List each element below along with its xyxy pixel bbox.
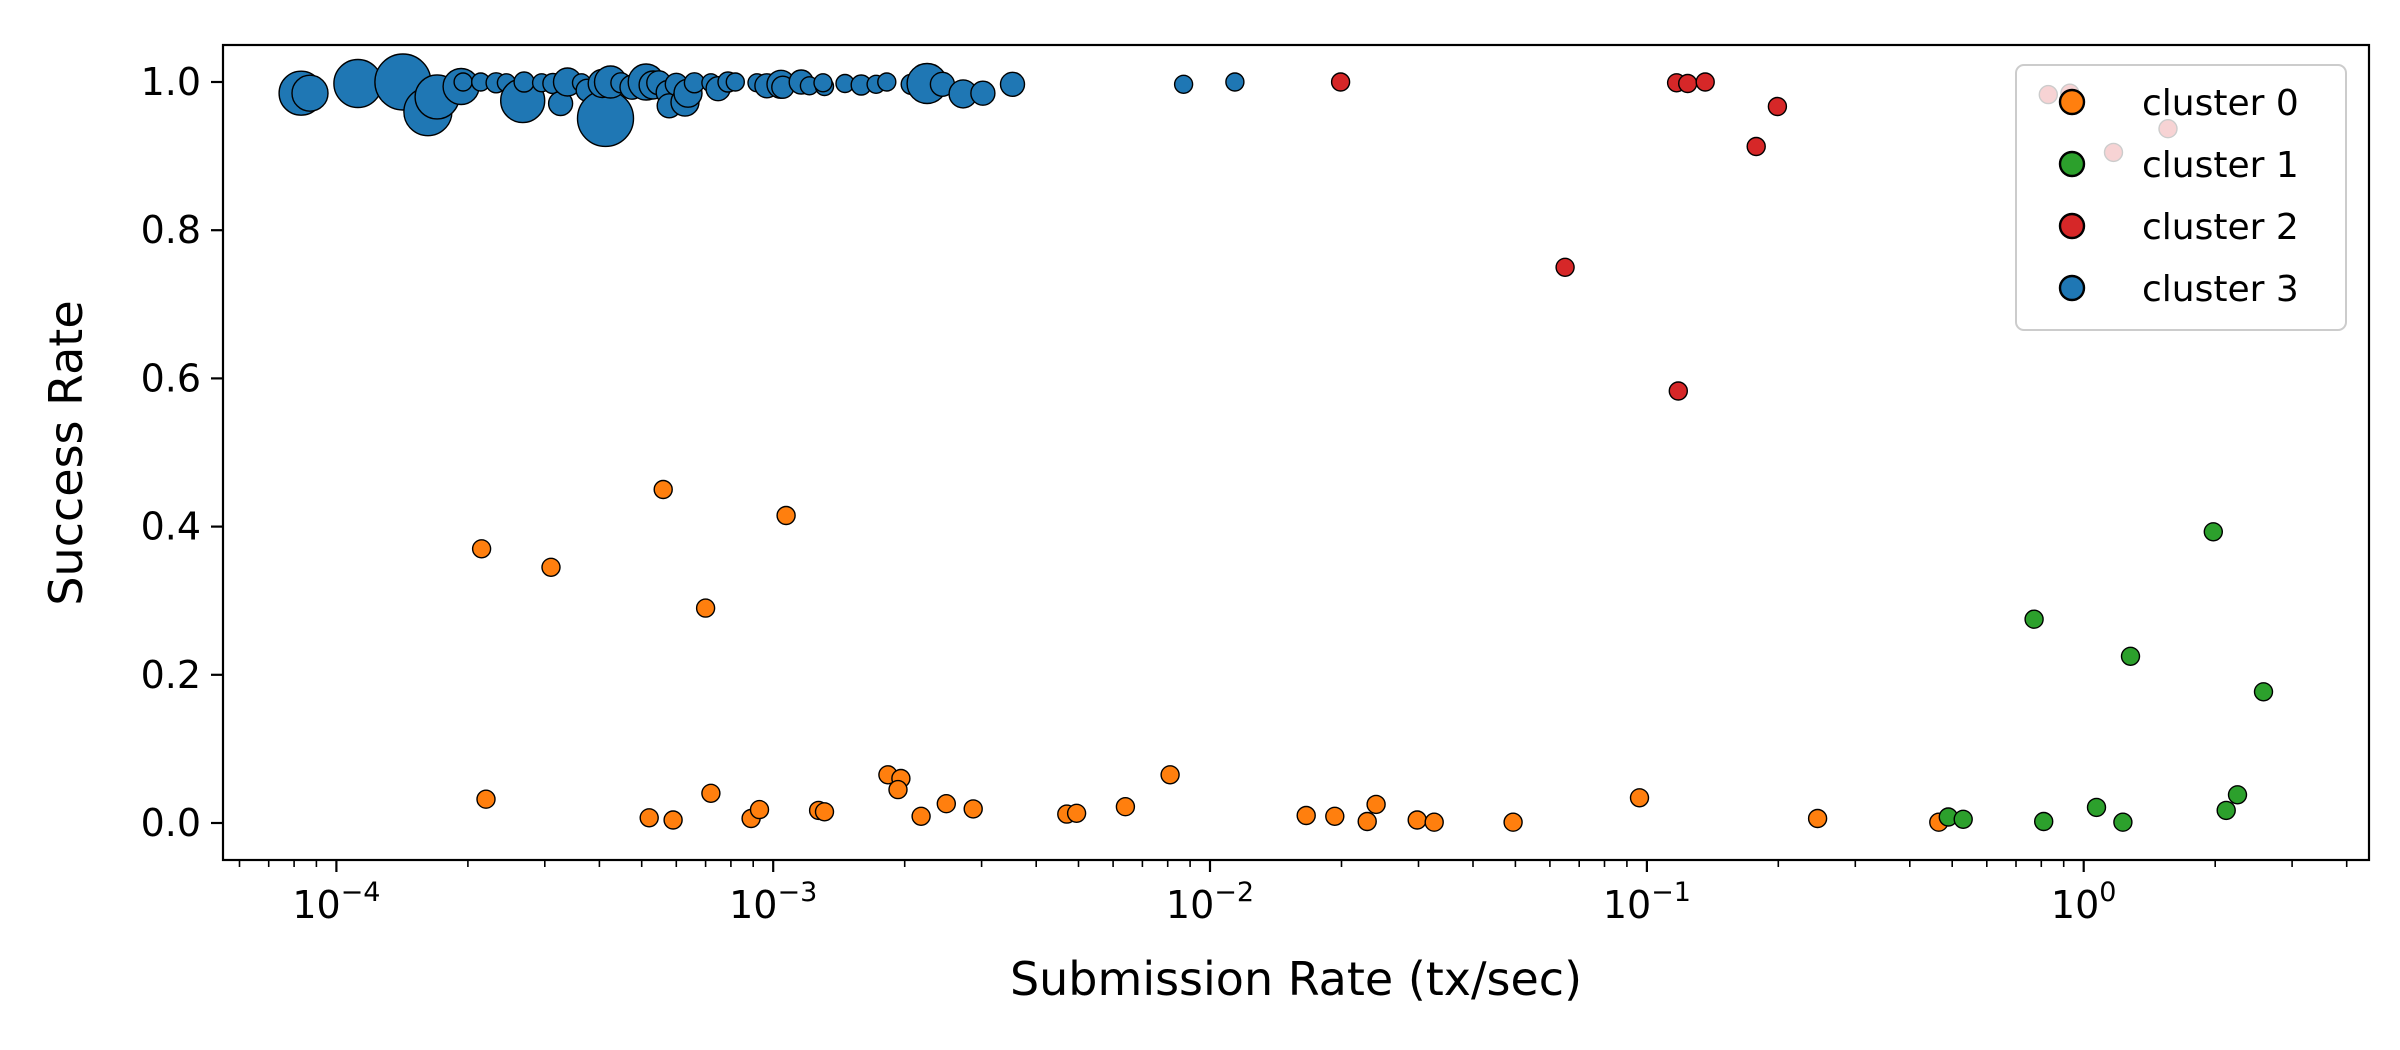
x-tick-label: 10−2	[1166, 877, 1254, 927]
cluster-0-point-30	[1629, 788, 1650, 808]
cluster-1-point-4	[2086, 797, 2107, 818]
cluster-0-point-15	[888, 779, 908, 800]
cluster-0-point-10	[749, 799, 770, 820]
cluster-0-point-18	[963, 799, 983, 819]
cluster-0-point-27	[1407, 810, 1427, 830]
legend-box	[2015, 64, 2347, 331]
cluster-3-point-49	[877, 72, 897, 92]
cluster-1-point-2	[2024, 609, 2044, 629]
cluster-0-point-16	[911, 806, 931, 826]
cluster-2-point-5	[1668, 381, 1689, 401]
cluster-1-point-9	[2227, 785, 2248, 805]
cluster-0-point-22	[1160, 765, 1180, 785]
x-tick-label: 10−4	[292, 877, 380, 927]
cluster-0-point-26	[1366, 794, 1386, 815]
cluster-3-point-7	[453, 72, 473, 92]
cluster-1-point-1	[1953, 809, 1973, 829]
cluster-0-point-17	[936, 794, 956, 814]
cluster-0-point-3	[776, 505, 796, 526]
legend-marker-cluster-2	[2058, 212, 2086, 240]
points-layer	[278, 53, 2274, 832]
cluster-1-point-6	[2120, 646, 2141, 666]
cluster-3-point-12	[513, 71, 535, 93]
cluster-0-point-23	[1296, 805, 1316, 826]
cluster-0-point-8	[701, 783, 721, 803]
y-tick-label: 1.0	[141, 60, 201, 104]
cluster-2-point-3	[1677, 73, 1698, 94]
cluster-0-point-4	[695, 598, 716, 618]
cluster-3-point-56	[1173, 74, 1194, 95]
cluster-0-point-29	[1503, 812, 1523, 832]
cluster-2-point-6	[1746, 136, 1766, 157]
cluster-0-point-28	[1424, 812, 1444, 832]
y-axis-title: Success Rate	[39, 300, 93, 605]
x-axis: 10−4 10−3 10−2 10−1 100	[238, 860, 2348, 927]
x-tick-label: 10−1	[1603, 877, 1691, 927]
legend-marker-cluster-3	[2058, 274, 2086, 302]
x-axis-title: Submission Rate (tx/sec)	[1010, 952, 1582, 1006]
cluster-0-point-2	[653, 479, 673, 500]
cluster-0-point-21	[1115, 797, 1136, 817]
cluster-3-point-37	[725, 72, 745, 92]
cluster-3-point-45	[813, 73, 833, 93]
cluster-3-point-19	[576, 89, 635, 148]
y-tick-label: 0.6	[141, 356, 201, 400]
cluster-1-point-7	[2203, 522, 2224, 542]
x-tick-label: 10−3	[729, 877, 817, 927]
cluster-1-point-3	[2033, 811, 2054, 832]
y-tick-label: 0.2	[141, 653, 201, 697]
cluster-1-point-8	[2216, 800, 2236, 821]
cluster-0-point-0	[471, 539, 492, 559]
cluster-0-point-5	[476, 789, 496, 809]
cluster-0-point-6	[639, 808, 659, 828]
legend-label-cluster-2: cluster 2	[2142, 207, 2299, 248]
legend-label-cluster-3: cluster 3	[2142, 269, 2299, 310]
cluster-1-point-5	[2113, 812, 2133, 832]
cluster-1-point-10	[2253, 682, 2274, 702]
legend-label-cluster-0: cluster 0	[2142, 83, 2299, 124]
cluster-3-point-1	[291, 74, 329, 112]
cluster-0-point-25	[1357, 811, 1377, 832]
y-tick-label: 0.0	[141, 801, 201, 845]
cluster-2-point-1	[1555, 257, 1575, 277]
cluster-0-point-12	[814, 802, 835, 822]
cluster-3-point-55	[999, 71, 1026, 98]
y-tick-label: 0.4	[141, 505, 201, 549]
plot-frame	[221, 43, 2371, 862]
cluster-0-point-20	[1066, 803, 1087, 823]
legend-marker-cluster-0	[2058, 88, 2086, 116]
y-axis: 0.0 0.2 0.4 0.6 0.8 1.0	[141, 60, 223, 845]
cluster-0-point-1	[541, 557, 561, 577]
cluster-2-point-7	[1767, 96, 1788, 117]
legend-label-cluster-1: cluster 1	[2142, 145, 2299, 186]
cluster-3-point-54	[970, 80, 996, 106]
cluster-2-point-0	[1330, 72, 1351, 92]
cluster-3-point-57	[1225, 72, 1245, 92]
cluster-0-point-7	[663, 810, 683, 830]
cluster-2-point-4	[1695, 72, 1715, 92]
x-tick-label: 100	[2051, 877, 2117, 927]
y-tick-label: 0.8	[141, 208, 201, 252]
cluster-0-point-24	[1325, 806, 1345, 826]
cluster-0-point-31	[1807, 808, 1828, 829]
legend-marker-cluster-1	[2058, 150, 2086, 178]
legend: cluster 0 cluster 1 cluster 2 cluster 3	[2015, 64, 2347, 331]
